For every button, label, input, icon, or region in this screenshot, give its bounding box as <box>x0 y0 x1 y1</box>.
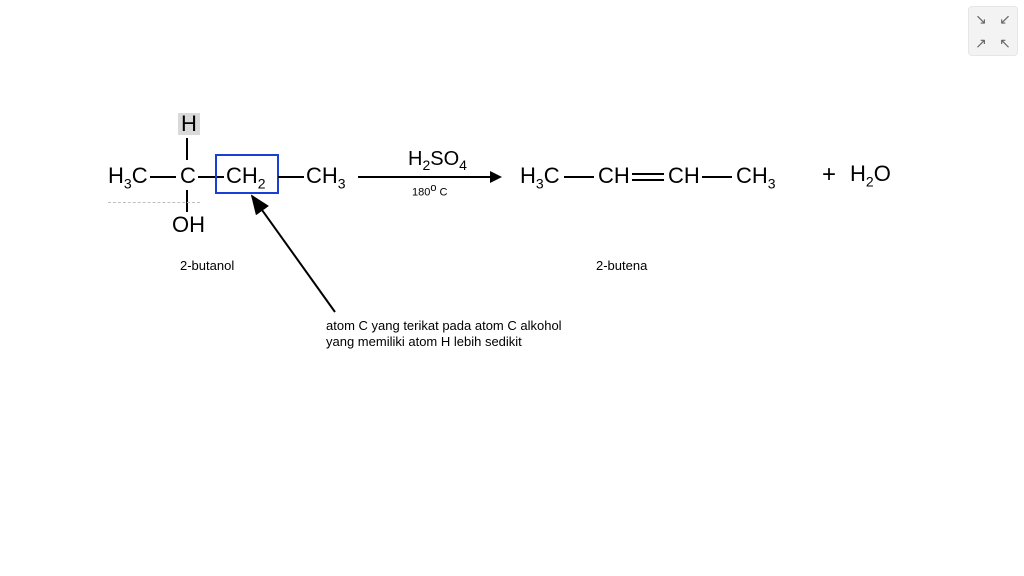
double-bond-top <box>632 173 664 175</box>
bond-h3c-c <box>150 176 176 178</box>
plus-sign: + <box>822 161 836 189</box>
atom-h3c-reactant: H3C <box>108 163 148 191</box>
atom-chb-product: CH <box>668 163 700 189</box>
condition-temp: 180o C <box>412 182 447 199</box>
bond-h3c-cha <box>564 176 594 178</box>
atom-h3c-product: H3C <box>520 163 560 191</box>
arrow-in-tl-icon: ↘ <box>975 12 987 26</box>
dashed-guide <box>108 196 200 203</box>
annotation-line2: yang memiliki atom H lebih sedikit <box>326 334 522 349</box>
annotation-line1: atom C yang terikat pada atom C alkohol <box>326 318 562 333</box>
arrow-in-bl-icon: ↗ <box>975 36 987 50</box>
reagent-h2so4: H2SO4 <box>408 148 467 173</box>
atom-ch2-reactant: CH2 <box>226 163 266 191</box>
atom-oh: OH <box>172 212 205 238</box>
arrow-in-br-icon: ↖ <box>999 36 1011 50</box>
atom-c-reactant: C <box>180 163 196 189</box>
arrow-in-tr-icon: ↙ <box>999 12 1011 26</box>
annotation-arrow <box>0 0 1024 576</box>
bond-ch2-ch3 <box>278 176 304 178</box>
reaction-arrow-head <box>490 171 502 183</box>
atom-ch3-reactant: CH3 <box>306 163 346 191</box>
atom-cha-product: CH <box>598 163 630 189</box>
label-product: 2-butena <box>596 258 647 273</box>
double-bond-bottom <box>632 179 664 181</box>
atom-h2o: H2O <box>850 161 891 189</box>
bond-h-c <box>186 138 188 160</box>
atom-ch3-product: CH3 <box>736 163 776 191</box>
bond-chb-ch3 <box>702 176 732 178</box>
fullscreen-button[interactable]: ↘ ↙ ↗ ↖ <box>968 6 1018 56</box>
label-reactant: 2-butanol <box>180 258 234 273</box>
reaction-arrow-line <box>358 176 492 178</box>
atom-h-top: H <box>178 113 200 135</box>
